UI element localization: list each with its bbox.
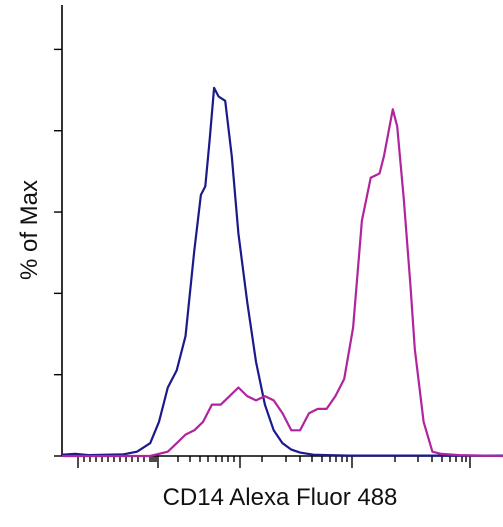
series-line-2: [62, 108, 503, 458]
plot-area: [61, 5, 503, 457]
series-line-1: [61, 86, 503, 457]
y-axis-label: % of Max: [16, 180, 43, 280]
x-axis-ticks: [77, 456, 471, 468]
x-axis-label: CD14 Alexa Fluor 488: [163, 484, 398, 511]
series-layer: [61, 86, 503, 458]
y-axis-ticks: [54, 48, 62, 457]
